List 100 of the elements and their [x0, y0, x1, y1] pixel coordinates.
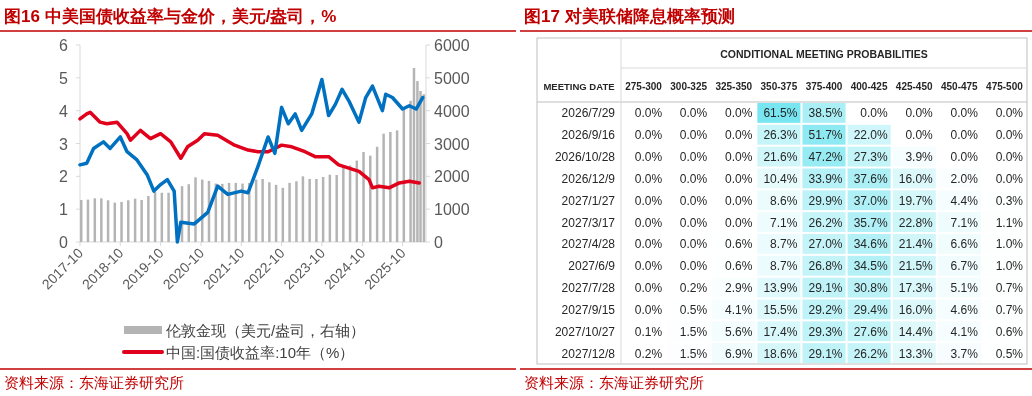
data-label: 0.0%	[634, 302, 663, 317]
data-label: 0.0%	[634, 128, 663, 143]
bar	[194, 177, 197, 242]
data-label: 18.6%	[763, 346, 798, 361]
bar	[221, 183, 224, 242]
data-label: 0.0%	[679, 259, 708, 274]
data-label: 8.6%	[770, 193, 798, 208]
data-label: 47.2%	[808, 150, 843, 165]
data-label: 0.0%	[634, 106, 663, 121]
data-label: 0.0%	[634, 215, 663, 230]
data-label: 29.9%	[808, 193, 843, 208]
y-tick-label: 2027/6/9	[568, 259, 616, 274]
y-tick-label: 2026/9/16	[561, 128, 616, 143]
chart-subtitle: CONDITIONAL MEETING PROBABILITIES	[720, 48, 928, 60]
data-label: 0.6%	[724, 237, 753, 252]
data-label: 17.4%	[763, 324, 798, 339]
x-tick-label: 275-300	[625, 81, 663, 92]
data-label: 0.0%	[679, 237, 708, 252]
data-label: 10.4%	[763, 171, 798, 186]
y-tick-label: 4	[59, 102, 69, 120]
data-label: 33.9%	[808, 171, 843, 186]
data-label: 0.0%	[905, 106, 934, 121]
bar	[268, 182, 271, 242]
data-label: 6.6%	[950, 237, 979, 252]
data-label: 29.1%	[808, 281, 843, 296]
data-label: 3.7%	[950, 346, 979, 361]
y2-tick-label: 5000	[434, 69, 470, 87]
data-label: 0.0%	[724, 193, 753, 208]
data-label: 26.2%	[853, 346, 888, 361]
data-label: 16.0%	[898, 302, 934, 317]
data-label: 0.0%	[724, 215, 753, 230]
data-label: 4.6%	[950, 302, 979, 317]
data-label: 0.0%	[679, 171, 708, 186]
chart-title: 图16 中美国债收益率与金价，美元/盎司，%	[4, 7, 337, 26]
data-label: 8.7%	[770, 259, 798, 274]
data-label: 0.2%	[679, 281, 708, 296]
data-label: 34.6%	[853, 237, 888, 252]
data-label: 21.6%	[763, 150, 798, 165]
data-label: 27.6%	[853, 324, 888, 339]
data-label: 34.5%	[853, 259, 888, 274]
data-label: 7.1%	[770, 215, 798, 230]
y-tick-label: 3	[59, 135, 69, 153]
data-label: 6.9%	[724, 346, 753, 361]
data-label: 37.6%	[853, 171, 888, 186]
bar	[362, 152, 365, 242]
data-label: 0.1%	[634, 324, 663, 339]
data-label: 4.4%	[950, 193, 979, 208]
data-label: 6.7%	[950, 259, 979, 274]
data-label: 5.6%	[724, 324, 753, 339]
data-label: 0.0%	[634, 150, 663, 165]
bar	[308, 178, 311, 242]
data-label: 4.1%	[950, 324, 979, 339]
data-label: 29.1%	[808, 346, 843, 361]
data-label: 0.0%	[679, 128, 708, 143]
y-tick-label: 2027/1/27	[561, 193, 616, 208]
data-label: 4.1%	[724, 302, 753, 317]
data-label: 16.0%	[898, 171, 934, 186]
line-series	[78, 110, 422, 190]
data-label: 27.3%	[853, 150, 888, 165]
data-label: 0.2%	[634, 346, 663, 361]
y-tick-label: 2027/4/28	[561, 237, 616, 252]
x-tick-label: 450-475	[940, 81, 979, 92]
data-label: 0.6%	[995, 324, 1024, 339]
data-label: 30.8%	[853, 281, 888, 296]
data-label: 0.7%	[995, 281, 1024, 296]
bar	[342, 165, 345, 242]
data-label: 0.3%	[995, 193, 1024, 208]
y-tick-label: 2026/12/9	[561, 171, 616, 186]
data-label: 0.0%	[724, 128, 753, 143]
x-tick-label: 425-450	[895, 81, 934, 92]
bar	[127, 200, 130, 242]
bar	[120, 201, 123, 242]
x-tick-label: 475-500	[986, 81, 1024, 92]
text: 资料来源：东海证券研究所	[4, 374, 184, 391]
data-label: 13.3%	[898, 346, 934, 361]
bar	[261, 178, 264, 242]
y-tick-label: 2	[59, 168, 69, 186]
y2-tick-label: 1000	[434, 201, 470, 219]
data-label: 0.0%	[679, 106, 708, 121]
y2-tick-label: 3000	[434, 135, 470, 153]
bar	[100, 198, 103, 242]
y-tick-label: 2026/7/29	[561, 106, 616, 121]
legend-label: 中国:国债收益率:10年（%）	[166, 344, 355, 361]
data-label: 0.0%	[634, 193, 663, 208]
data-label: 13.9%	[763, 281, 798, 296]
data-label: 0.0%	[995, 150, 1024, 165]
data-label: 1.5%	[679, 346, 708, 361]
data-label: 0.0%	[995, 128, 1024, 143]
data-label: 22.8%	[898, 215, 934, 230]
data-label: 2.9%	[724, 281, 753, 296]
text: 资料来源：东海证券研究所	[524, 374, 704, 391]
y2-tick-label: 0	[434, 234, 443, 251]
data-label: 26.3%	[763, 128, 798, 143]
data-label: 0.5%	[679, 302, 708, 317]
data-label: 0.0%	[860, 106, 888, 121]
data-label: 0.0%	[679, 215, 708, 230]
data-label: 0.0%	[905, 128, 934, 143]
data-label: 1.1%	[995, 215, 1024, 230]
data-label: 2.0%	[950, 171, 979, 186]
y2-tick-label: 6000	[434, 37, 470, 54]
